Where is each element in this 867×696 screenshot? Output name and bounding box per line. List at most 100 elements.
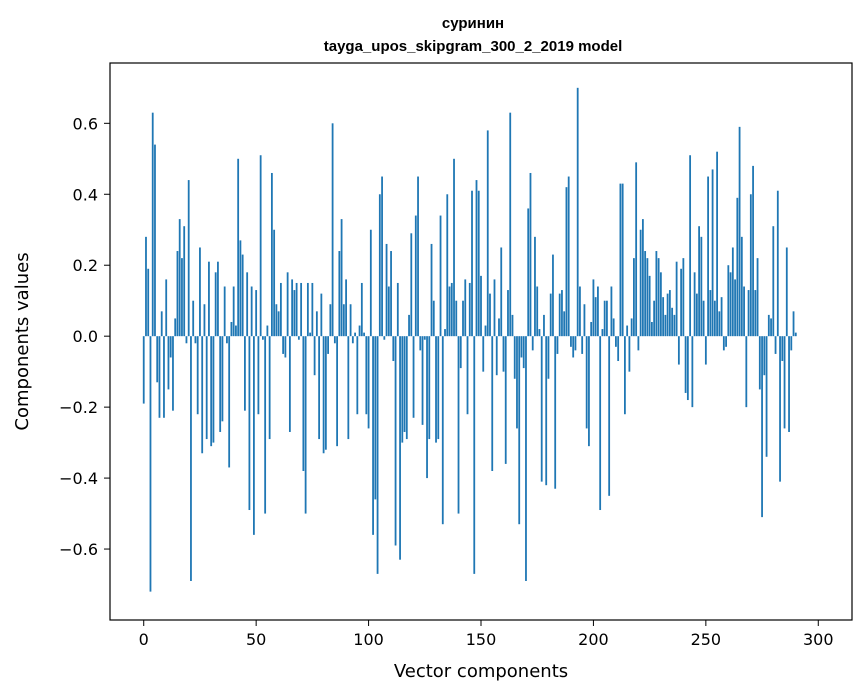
bar-244 bbox=[691, 336, 694, 408]
bar-206 bbox=[606, 300, 608, 337]
bar-100 bbox=[367, 336, 370, 429]
bar-144 bbox=[466, 336, 469, 415]
bar-4 bbox=[151, 112, 154, 337]
bar-188 bbox=[565, 187, 568, 337]
bar-189 bbox=[567, 176, 570, 337]
bar-123 bbox=[419, 336, 422, 351]
bar-277 bbox=[765, 336, 768, 457]
bar-237 bbox=[675, 261, 678, 337]
bar-290 bbox=[794, 332, 797, 337]
bar-151 bbox=[482, 336, 485, 372]
bar-174 bbox=[534, 236, 536, 337]
bar-78 bbox=[318, 336, 321, 440]
bar-125 bbox=[423, 336, 426, 340]
bar-112 bbox=[394, 336, 397, 546]
bar-286 bbox=[785, 247, 788, 337]
bar-185 bbox=[558, 293, 561, 337]
bar-47 bbox=[248, 336, 251, 511]
x-tick-label: 250 bbox=[691, 630, 722, 649]
bar-113 bbox=[396, 282, 399, 337]
bar-35 bbox=[221, 336, 224, 422]
bar-60 bbox=[277, 311, 280, 337]
bar-145 bbox=[468, 282, 471, 337]
bar-180 bbox=[547, 336, 550, 379]
bar-31 bbox=[212, 336, 215, 443]
bar-14 bbox=[174, 318, 177, 337]
bar-115 bbox=[401, 336, 404, 443]
bar-64 bbox=[286, 272, 289, 337]
bar-182 bbox=[552, 254, 554, 337]
bar-282 bbox=[776, 190, 779, 337]
bar-15 bbox=[176, 251, 179, 337]
bar-171 bbox=[527, 208, 530, 337]
bar-1 bbox=[145, 236, 147, 337]
bar-121 bbox=[414, 215, 417, 337]
bar-224 bbox=[646, 258, 649, 337]
bar-246 bbox=[695, 293, 698, 337]
bar-250 bbox=[704, 336, 707, 365]
bar-58 bbox=[273, 229, 276, 337]
bar-86 bbox=[336, 336, 338, 447]
plot-area-frame bbox=[109, 62, 853, 621]
bar-160 bbox=[502, 336, 505, 372]
bar-5 bbox=[154, 144, 156, 337]
bar-98 bbox=[363, 332, 365, 337]
bar-91 bbox=[347, 336, 350, 440]
bar-287 bbox=[788, 336, 790, 432]
bar-198 bbox=[588, 336, 590, 447]
bar-275 bbox=[761, 336, 763, 518]
bar-192 bbox=[574, 336, 577, 351]
bar-7 bbox=[158, 336, 161, 418]
y-tick-label: 0.4 bbox=[73, 185, 98, 204]
bar-128 bbox=[430, 243, 433, 337]
bar-84 bbox=[331, 123, 334, 337]
bar-62 bbox=[282, 336, 285, 354]
bar-88 bbox=[340, 219, 343, 337]
bar-181 bbox=[549, 293, 552, 337]
bar-271 bbox=[752, 165, 754, 337]
bar-220 bbox=[637, 336, 640, 351]
bar-259 bbox=[725, 336, 727, 347]
bar-27 bbox=[203, 304, 206, 337]
bar-155 bbox=[491, 336, 494, 471]
bar-29 bbox=[208, 261, 210, 337]
bar-203 bbox=[599, 336, 602, 511]
bar-103 bbox=[374, 336, 377, 500]
bar-122 bbox=[417, 176, 419, 337]
bar-176 bbox=[538, 329, 541, 337]
bar-40 bbox=[232, 286, 235, 337]
bar-36 bbox=[223, 286, 226, 337]
bar-26 bbox=[201, 336, 204, 454]
bar-225 bbox=[648, 275, 651, 337]
bar-172 bbox=[529, 172, 532, 337]
bar-137 bbox=[450, 282, 453, 337]
bar-238 bbox=[677, 336, 680, 365]
y-tick-label: 0.2 bbox=[73, 256, 98, 275]
bar-247 bbox=[698, 226, 700, 337]
bar-149 bbox=[477, 190, 480, 337]
bar-281 bbox=[774, 336, 777, 354]
bar-255 bbox=[716, 151, 718, 337]
bar-212 bbox=[619, 183, 622, 337]
bar-10 bbox=[165, 279, 168, 337]
bar-74 bbox=[309, 332, 312, 337]
bar-101 bbox=[369, 229, 372, 337]
bar-173 bbox=[531, 336, 534, 351]
bar-166 bbox=[516, 336, 518, 429]
bar-9 bbox=[163, 336, 165, 418]
bar-96 bbox=[358, 325, 361, 337]
bar-230 bbox=[659, 272, 662, 337]
bar-218 bbox=[633, 258, 635, 337]
bar-194 bbox=[579, 286, 581, 337]
bar-257 bbox=[720, 297, 723, 337]
bar-152 bbox=[484, 325, 487, 337]
bar-227 bbox=[653, 300, 656, 337]
bar-131 bbox=[437, 336, 440, 440]
bar-154 bbox=[489, 293, 491, 337]
bar-87 bbox=[338, 251, 341, 337]
bar-92 bbox=[349, 304, 352, 337]
bar-242 bbox=[686, 336, 689, 401]
bar-59 bbox=[275, 304, 278, 337]
bar-178 bbox=[543, 314, 545, 337]
bar-120 bbox=[412, 336, 415, 418]
